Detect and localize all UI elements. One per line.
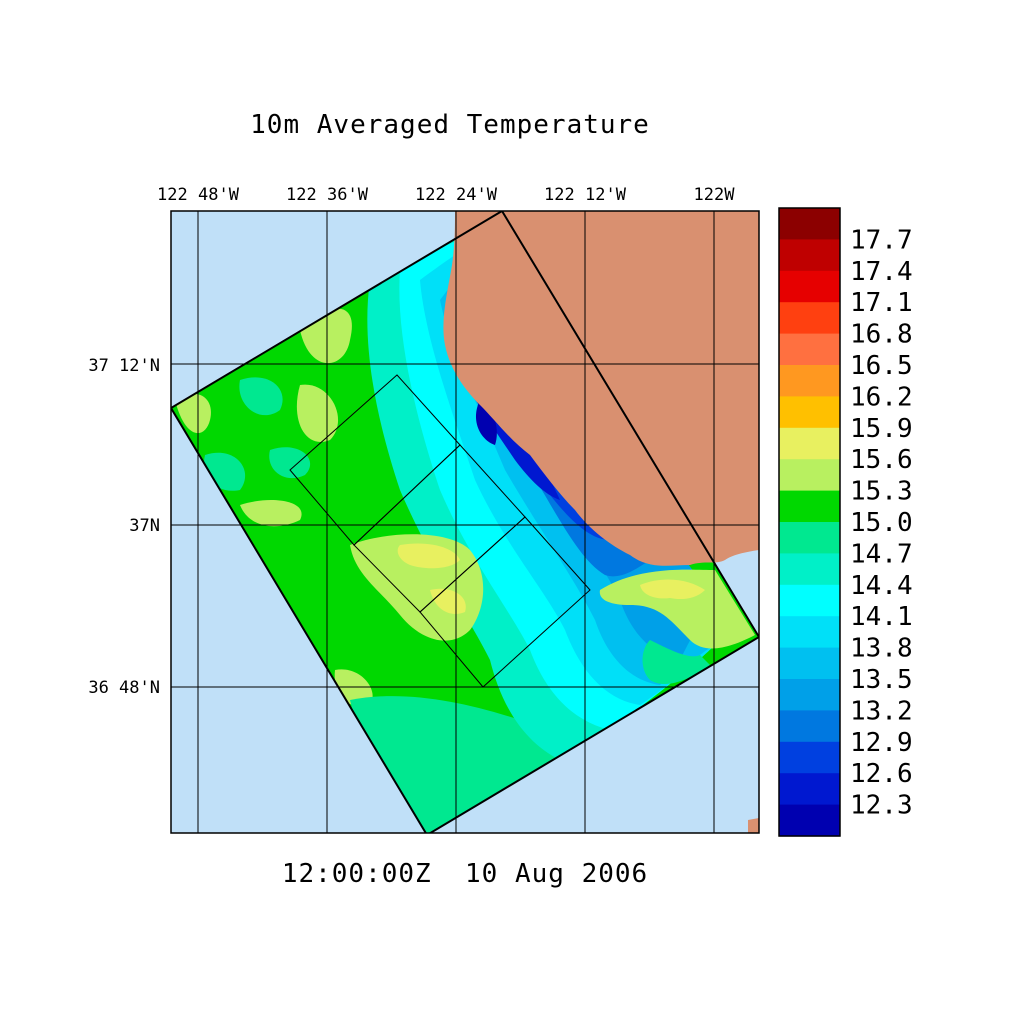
- lat-tick-label: 37N: [129, 516, 160, 536]
- colorbar-swatch: [779, 365, 840, 397]
- colorbar-swatch: [779, 208, 840, 240]
- colorbar-label: 16.2: [850, 382, 913, 412]
- colorbar-label: 12.6: [850, 759, 913, 789]
- colorbar-swatch: [779, 584, 840, 617]
- colorbar-swatch: [779, 459, 840, 492]
- colorbar-swatch: [779, 679, 840, 711]
- colorbar-swatch: [779, 239, 840, 272]
- colorbar-swatch: [779, 773, 840, 806]
- colorbar-swatch: [779, 522, 840, 554]
- colorbar-labels: 17.717.417.116.816.516.215.915.615.315.0…: [850, 225, 913, 820]
- colorbar-label: 14.7: [850, 539, 913, 569]
- colorbar-swatch: [779, 396, 840, 429]
- land-fragment: [748, 818, 759, 833]
- colorbar-label: 13.8: [850, 634, 913, 664]
- map-panel: [171, 211, 759, 833]
- lon-tick-label: 122W: [694, 185, 736, 205]
- colorbar-label: 17.1: [850, 288, 913, 318]
- lon-tick-label: 122 36'W: [286, 185, 369, 205]
- colorbar-swatch: [779, 804, 840, 837]
- timestamp-label: 12:00:00Z 10 Aug 2006: [282, 859, 648, 889]
- model-domain-outline: [171, 211, 759, 833]
- map-title: 10m Averaged Temperature: [250, 110, 650, 140]
- colorbar-swatch: [779, 333, 840, 366]
- colorbar-swatch: [779, 490, 840, 523]
- colorbar-swatch: [779, 710, 840, 743]
- colorbar-label: 16.5: [850, 351, 913, 381]
- land-mass: [443, 211, 759, 566]
- colorbar: [778, 207, 841, 837]
- colorbar-label: 12.9: [850, 728, 913, 758]
- nested-subdomain-boxes: [289, 374, 591, 688]
- colorbar-swatch: [779, 647, 840, 680]
- longitude-tick-labels: 122 48'W 122 36'W 122 24'W 122 12'W 122W: [157, 185, 735, 205]
- lon-tick-label: 122 48'W: [157, 185, 240, 205]
- lat-tick-label: 37 12'N: [88, 356, 160, 376]
- colorbar-swatch: [779, 741, 840, 774]
- colorbar-swatch: [779, 427, 840, 460]
- colorbar-frame: [778, 207, 841, 837]
- lat-tick-label: 36 48'N: [88, 678, 160, 698]
- colorbar-label: 17.7: [850, 225, 913, 255]
- colorbar-label: 15.3: [850, 477, 913, 507]
- lon-tick-label: 122 24'W: [415, 185, 498, 205]
- colorbar-swatch: [779, 616, 840, 649]
- colorbar-label: 16.8: [850, 320, 913, 350]
- colorbar-swatch: [779, 553, 840, 586]
- colorbar-label: 15.6: [850, 445, 913, 475]
- colorbar-label: 14.4: [850, 571, 913, 601]
- colorbar-label: 15.0: [850, 508, 913, 538]
- lon-tick-label: 122 12'W: [544, 185, 627, 205]
- colorbar-label: 14.1: [850, 602, 913, 632]
- colorbar-label: 15.9: [850, 414, 913, 444]
- colorbar-label: 17.4: [850, 257, 913, 287]
- colorbar-swatch: [779, 270, 840, 303]
- colorbar-label: 12.3: [850, 791, 913, 821]
- latitude-tick-labels: 37 12'N 37N 36 48'N: [88, 356, 160, 698]
- map-frame: [170, 210, 760, 834]
- colorbar-label: 13.2: [850, 696, 913, 726]
- colorbar-label: 13.5: [850, 665, 913, 695]
- graticule: [171, 211, 759, 833]
- colorbar-swatch: [779, 302, 840, 335]
